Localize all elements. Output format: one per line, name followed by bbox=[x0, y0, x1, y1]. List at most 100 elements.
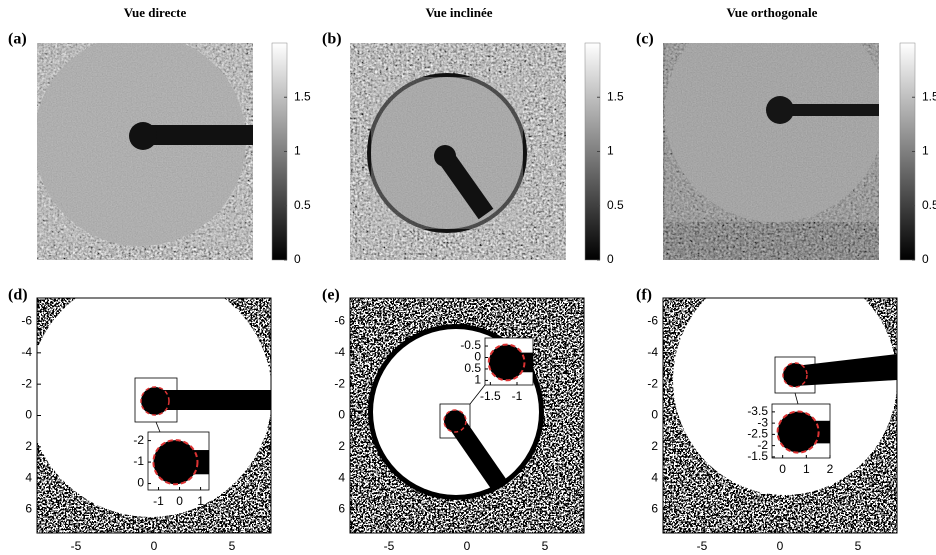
y-tick-label: -6 bbox=[334, 314, 345, 328]
inset-y-tick-label: -3 bbox=[757, 415, 768, 429]
inset-y-tick-label: 0 bbox=[474, 350, 481, 364]
x-tick-label: 5 bbox=[229, 539, 236, 553]
colorbar-tick-label: 1.5 bbox=[294, 89, 311, 103]
inset-x-tick-label: -1 bbox=[512, 389, 523, 403]
y-tick-label: -4 bbox=[334, 345, 345, 359]
image-panel bbox=[663, 298, 897, 533]
panel-label: (a) bbox=[8, 31, 27, 48]
panel-label: (b) bbox=[322, 31, 342, 48]
y-tick-label: 6 bbox=[25, 502, 32, 516]
inset-tip bbox=[152, 439, 199, 486]
image-panel bbox=[350, 43, 566, 260]
inset-x-tick-label: 2 bbox=[827, 462, 834, 476]
inset-connector bbox=[155, 421, 161, 433]
y-tick-label: 4 bbox=[338, 470, 345, 484]
tip bbox=[434, 145, 456, 167]
y-tick-label: 4 bbox=[25, 470, 32, 484]
colorbar-tick-label: 0 bbox=[294, 252, 301, 266]
panel-label: (d) bbox=[8, 287, 28, 304]
colorbar-tick-label: 0 bbox=[607, 252, 614, 266]
y-tick-label: 0 bbox=[25, 408, 32, 422]
rod bbox=[155, 390, 271, 410]
image-panel bbox=[37, 298, 271, 533]
column-title: Vue orthogonale bbox=[727, 5, 818, 20]
inset-y-tick-label: -1.5 bbox=[747, 449, 768, 463]
inset-x-tick-label: -1.5 bbox=[480, 389, 501, 403]
sample-disk bbox=[673, 298, 897, 495]
x-tick-label: 5 bbox=[542, 539, 549, 553]
y-tick-label: -2 bbox=[21, 376, 32, 390]
y-tick-label: 0 bbox=[651, 408, 658, 422]
y-tick-label: 4 bbox=[651, 470, 658, 484]
panel-label: (c) bbox=[636, 31, 654, 48]
colorbar-tick-label: 1 bbox=[922, 144, 929, 158]
image-content bbox=[673, 298, 897, 495]
y-tick-label: -6 bbox=[647, 314, 658, 328]
image-content bbox=[37, 43, 253, 246]
inset-tip bbox=[487, 343, 526, 382]
panel-label: (e) bbox=[322, 287, 340, 304]
colorbar-tick-label: 0.5 bbox=[922, 198, 936, 212]
x-tick-label: -5 bbox=[697, 539, 708, 553]
colorbar-tick-label: 1.5 bbox=[922, 89, 936, 103]
inset-x-tick-label: 1 bbox=[197, 494, 204, 508]
x-tick-label: 0 bbox=[464, 539, 471, 553]
inset-y-tick-label: 0.5 bbox=[464, 361, 481, 375]
y-tick-label: -2 bbox=[334, 376, 345, 390]
tip bbox=[766, 96, 794, 124]
inset-y-tick-label: -2 bbox=[133, 433, 144, 447]
inset-y-tick-label: -2 bbox=[757, 438, 768, 452]
rod bbox=[780, 104, 879, 116]
y-tick-label: 2 bbox=[25, 439, 32, 453]
inset-x-tick-label: -1 bbox=[153, 494, 164, 508]
colorbar-tick-label: 0.5 bbox=[607, 198, 624, 212]
colorbar-tick-label: 1 bbox=[607, 144, 614, 158]
colorbar-tick-label: 0.5 bbox=[294, 198, 311, 212]
y-tick-label: 6 bbox=[651, 502, 658, 516]
x-tick-label: -5 bbox=[71, 539, 82, 553]
y-tick-label: -6 bbox=[21, 314, 32, 328]
image-panel bbox=[663, 43, 879, 260]
y-tick-label: 2 bbox=[651, 439, 658, 453]
column-title: Vue directe bbox=[124, 5, 187, 20]
inset-content bbox=[487, 343, 533, 382]
image-content bbox=[367, 73, 527, 233]
x-tick-label: 0 bbox=[151, 539, 158, 553]
inset-y-tick-label: -3.5 bbox=[747, 404, 768, 418]
image-content bbox=[663, 43, 879, 260]
image-content bbox=[37, 298, 271, 517]
inset-x-tick-label: 0 bbox=[176, 494, 183, 508]
inset-y-tick-label: 1 bbox=[474, 373, 481, 387]
y-tick-label: -2 bbox=[647, 376, 658, 390]
x-tick-label: 0 bbox=[777, 539, 784, 553]
inset-connector bbox=[469, 384, 486, 405]
rod bbox=[447, 415, 508, 492]
y-tick-label: 0 bbox=[338, 408, 345, 422]
y-tick-label: -4 bbox=[21, 345, 32, 359]
inset-y-tick-label: -1 bbox=[133, 454, 144, 468]
inset-y-tick-label: 0 bbox=[137, 476, 144, 490]
inset-x-tick-label: 0 bbox=[779, 462, 786, 476]
rod bbox=[143, 125, 253, 145]
inset-x-tick-label: 1 bbox=[803, 462, 810, 476]
inset-y-tick-label: -2.5 bbox=[747, 427, 768, 441]
column-title: Vue inclinée bbox=[425, 5, 492, 20]
tip bbox=[443, 409, 467, 433]
panel-label: (f) bbox=[636, 287, 652, 304]
colorbar-tick-label: 1.5 bbox=[607, 89, 624, 103]
inset-connector bbox=[794, 392, 799, 405]
rod bbox=[795, 354, 897, 386]
inset-marker bbox=[439, 403, 471, 439]
x-tick-label: 5 bbox=[855, 539, 862, 553]
colorbar-tick-label: 0 bbox=[922, 252, 929, 266]
tip bbox=[782, 362, 808, 388]
y-tick-label: 2 bbox=[338, 439, 345, 453]
image-panel bbox=[350, 298, 584, 533]
inset-tip bbox=[776, 410, 820, 454]
disk-texture bbox=[665, 43, 879, 222]
inset-y-tick-label: -0.5 bbox=[460, 338, 481, 352]
y-tick-label: -4 bbox=[647, 345, 658, 359]
image-panel bbox=[37, 43, 253, 260]
tip bbox=[140, 386, 170, 416]
